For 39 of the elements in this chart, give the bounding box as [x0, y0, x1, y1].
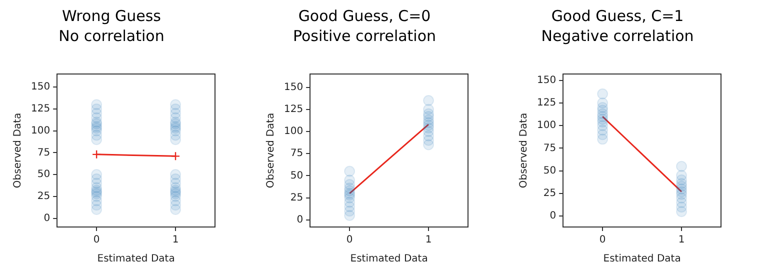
y-tick-label: 0 [296, 214, 304, 226]
y-tick-label: 100 [30, 125, 50, 136]
x-tick-label: 1 [172, 234, 179, 246]
y-tick-label: 150 [536, 74, 556, 86]
y-tick-label: 100 [536, 120, 556, 132]
y-tick-label: 125 [536, 98, 556, 109]
y-tick-label: 125 [30, 104, 50, 115]
y-tick-label: 100 [284, 126, 304, 138]
y-tick-label: 50 [543, 165, 556, 176]
x-tick-label: 0 [599, 234, 606, 246]
chart-subtitle: Negative correlation [541, 26, 694, 45]
y-tick-label: 75 [543, 142, 556, 154]
y-tick-label: 25 [543, 188, 556, 200]
x-tick-label: 0 [93, 234, 100, 246]
chart-subtitle: Positive correlation [292, 26, 436, 45]
chart-title: Good Guess, C=0 [298, 6, 431, 25]
y-axis-title: Observed Data [12, 112, 24, 188]
y-tick-label: 50 [37, 169, 50, 180]
y-tick-label: 0 [44, 212, 50, 224]
chart-subtitle: No correlation [58, 26, 164, 45]
chart-title: Good Guess, C=1 [551, 6, 684, 25]
x-axis-title: Estimated Data [350, 254, 428, 265]
y-tick-label: 50 [290, 170, 304, 182]
x-tick-label: 1 [425, 234, 432, 246]
y-tick-label: 75 [290, 148, 304, 160]
y-tick-label: 75 [37, 147, 50, 158]
y-tick-label: 125 [284, 104, 304, 115]
x-tick-label: 1 [678, 234, 685, 246]
x-axis-title: Estimated Data [97, 254, 175, 265]
y-axis-title: Observed Data [266, 112, 277, 188]
x-tick-label: 0 [346, 234, 353, 246]
chart-title: Wrong Guess [62, 6, 162, 25]
y-tick-label: 25 [37, 190, 50, 202]
x-axis-title: Estimated Data [603, 254, 681, 265]
y-tick-label: 150 [30, 82, 50, 93]
y-axis-title: Observed Data [518, 112, 530, 188]
y-tick-label: 0 [550, 210, 556, 222]
y-tick-label: 25 [290, 192, 304, 204]
y-tick-label: 150 [284, 82, 304, 93]
